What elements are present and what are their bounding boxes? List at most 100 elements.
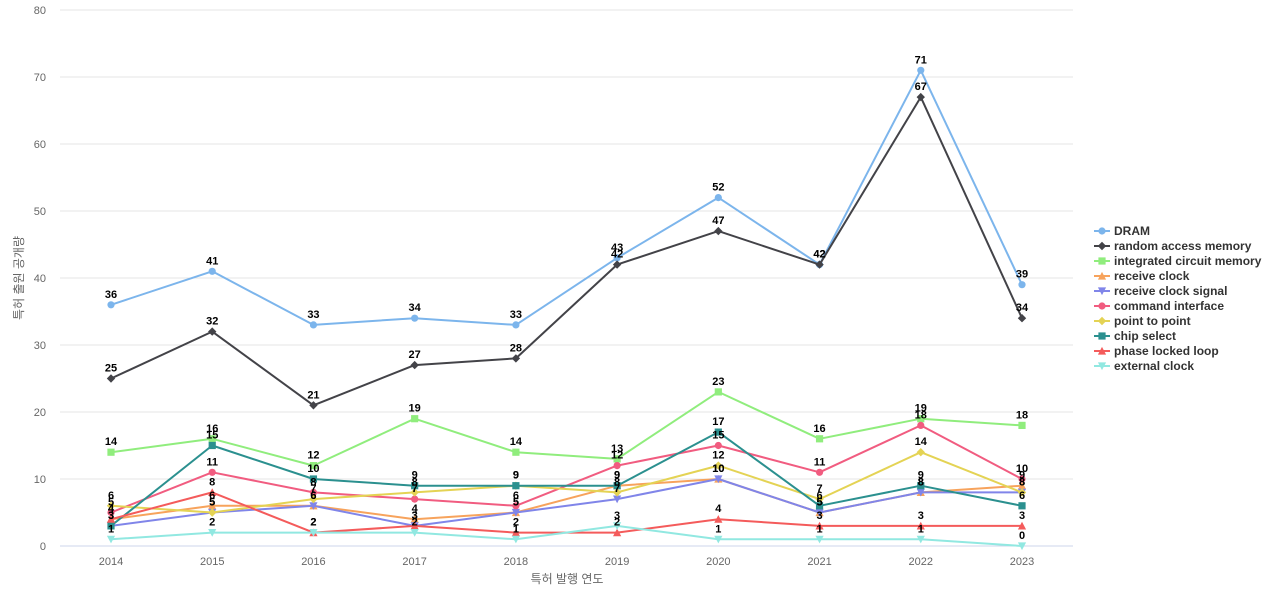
data-point bbox=[107, 508, 115, 517]
x-tick-label: 2019 bbox=[605, 556, 629, 568]
x-tick-label: 2015 bbox=[200, 556, 224, 568]
data-label: 9 bbox=[614, 470, 620, 482]
data-point bbox=[613, 522, 622, 530]
data-point bbox=[714, 226, 723, 236]
data-point bbox=[917, 415, 925, 423]
legend-item[interactable]: integrated circuit memory bbox=[1094, 254, 1262, 268]
data-point bbox=[714, 388, 722, 396]
data-point bbox=[512, 448, 520, 456]
data-point bbox=[916, 448, 925, 457]
legend-item[interactable]: random access memory bbox=[1094, 239, 1252, 253]
x-tick-label: 2023 bbox=[1010, 556, 1034, 568]
data-point bbox=[613, 254, 621, 262]
data-point bbox=[107, 301, 115, 309]
legend-item[interactable]: command interface bbox=[1094, 299, 1224, 313]
data-point bbox=[815, 535, 824, 544]
data-label: 9 bbox=[918, 470, 924, 482]
data-point bbox=[208, 468, 216, 476]
data-point bbox=[1097, 287, 1107, 296]
data-label: 11 bbox=[206, 456, 218, 468]
data-label: 15 bbox=[712, 430, 724, 442]
data-point bbox=[1018, 281, 1026, 289]
data-point bbox=[208, 267, 216, 275]
data-point bbox=[208, 441, 216, 450]
series-group bbox=[106, 475, 1027, 530]
data-point bbox=[511, 528, 520, 537]
data-label: 0 bbox=[1019, 530, 1025, 542]
data-point bbox=[917, 421, 925, 429]
data-point bbox=[106, 535, 116, 544]
legend-item[interactable]: point to point bbox=[1094, 314, 1191, 328]
data-point bbox=[410, 529, 419, 537]
data-label: 6 bbox=[310, 490, 316, 502]
data-label: 9 bbox=[412, 470, 418, 482]
data-point bbox=[1017, 488, 1027, 497]
series-group bbox=[107, 66, 1026, 329]
data-label: 3 bbox=[108, 510, 114, 522]
data-point bbox=[917, 482, 925, 490]
data-point bbox=[208, 529, 217, 537]
y-tick-label: 70 bbox=[34, 72, 46, 84]
data-label: 28 bbox=[510, 342, 522, 354]
data-label: 8 bbox=[1019, 476, 1025, 488]
x-tick-label: 2020 bbox=[706, 556, 730, 568]
data-point bbox=[208, 501, 217, 510]
data-point bbox=[512, 482, 520, 490]
data-label: 17 bbox=[712, 416, 724, 428]
data-label: 8 bbox=[1019, 476, 1025, 488]
data-label: 71 bbox=[915, 54, 927, 66]
y-tick-label: 30 bbox=[34, 340, 46, 352]
series-line bbox=[110, 431, 1023, 527]
data-label: 3 bbox=[614, 510, 620, 522]
x-tick-label: 2016 bbox=[301, 556, 325, 568]
data-label: 1 bbox=[513, 523, 519, 535]
data-label: 6 bbox=[108, 490, 114, 502]
data-point bbox=[613, 462, 621, 470]
data-label: 5 bbox=[816, 497, 822, 509]
data-label: 8 bbox=[918, 476, 924, 488]
data-label: 47 bbox=[712, 215, 724, 227]
data-label: 2 bbox=[310, 517, 316, 529]
data-point bbox=[815, 468, 824, 476]
data-point bbox=[309, 488, 318, 496]
legend-item[interactable]: chip select bbox=[1094, 329, 1176, 343]
data-label: 9 bbox=[513, 470, 519, 482]
data-label: 9 bbox=[1019, 470, 1025, 482]
legend-item[interactable]: DRAM bbox=[1094, 224, 1150, 238]
data-label: 4 bbox=[108, 503, 115, 515]
data-point bbox=[815, 502, 824, 510]
legend-item[interactable]: receive clock signal bbox=[1094, 284, 1227, 298]
y-tick-label: 60 bbox=[34, 139, 46, 151]
data-label: 4 bbox=[715, 503, 722, 515]
data-label: 52 bbox=[712, 182, 724, 194]
legend-label: command interface bbox=[1114, 299, 1224, 313]
legend-label: receive clock signal bbox=[1114, 284, 1227, 298]
legend-label: random access memory bbox=[1114, 239, 1252, 253]
data-label: 10 bbox=[1016, 463, 1028, 475]
data-point bbox=[1018, 475, 1026, 483]
x-tick-label: 2014 bbox=[99, 556, 123, 568]
data-label: 19 bbox=[915, 403, 927, 415]
data-point bbox=[815, 260, 824, 269]
legend-item[interactable]: receive clock bbox=[1094, 269, 1190, 283]
data-point bbox=[208, 435, 216, 443]
data-label: 3 bbox=[1019, 510, 1025, 522]
series-group bbox=[106, 92, 1027, 410]
data-label: 7 bbox=[816, 483, 822, 495]
legend-item[interactable]: phase locked loop bbox=[1094, 344, 1219, 358]
series-layer bbox=[106, 66, 1027, 551]
data-point bbox=[208, 327, 217, 336]
data-point bbox=[1098, 227, 1106, 235]
data-point bbox=[208, 488, 217, 496]
data-point bbox=[1097, 362, 1107, 371]
data-point bbox=[1017, 314, 1027, 323]
y-tick-label: 40 bbox=[34, 273, 46, 285]
legend-item[interactable]: external clock bbox=[1094, 359, 1194, 373]
data-label: 11 bbox=[814, 456, 826, 468]
y-tick-label: 10 bbox=[34, 474, 46, 486]
data-label: 6 bbox=[1019, 490, 1025, 502]
data-point bbox=[106, 501, 116, 510]
data-point bbox=[309, 475, 318, 483]
